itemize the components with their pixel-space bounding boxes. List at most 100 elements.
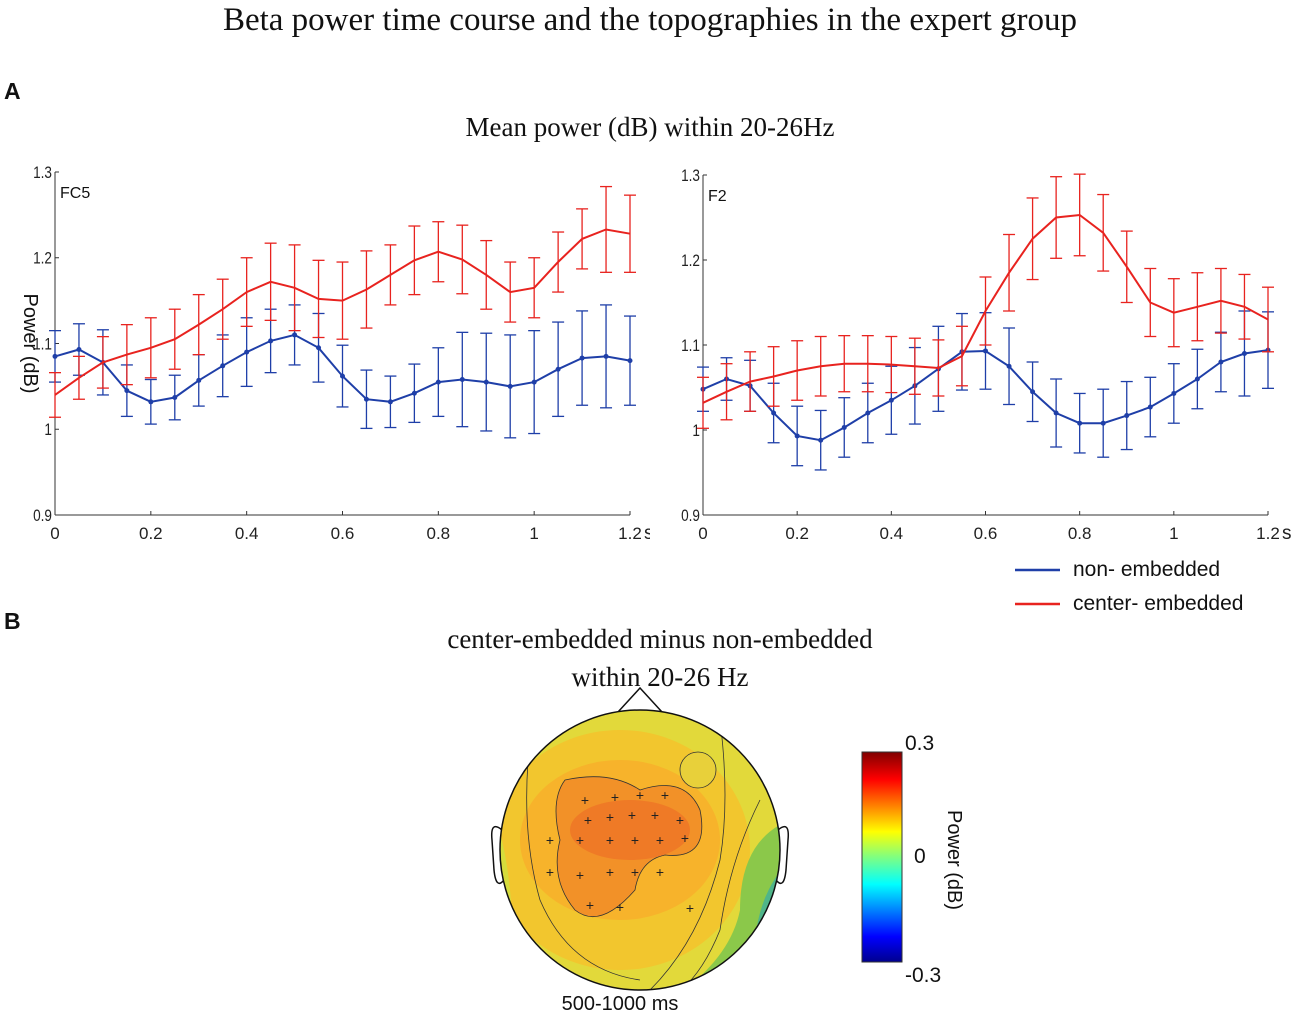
- figure-title: Beta power time course and the topograph…: [222, 2, 1078, 38]
- y-tick-label: 1.1: [681, 337, 700, 356]
- electrode-marker: +: [628, 807, 636, 823]
- y-axis-label: Power (dB): [19, 293, 41, 393]
- colorbar: 0.3 0 -0.3 Power (dB): [861, 732, 965, 987]
- data-point: [841, 424, 847, 430]
- electrode-marker: +: [546, 864, 554, 880]
- data-point: [52, 353, 58, 359]
- data-point: [220, 363, 226, 369]
- y-tick-label: 0.9: [33, 507, 52, 526]
- data-point: [1171, 390, 1177, 396]
- y-tick-label: 1: [692, 422, 700, 441]
- x-tick-label: 0.8: [1068, 524, 1092, 543]
- panel-b-label: B: [4, 608, 21, 634]
- colorbar-gradient: [861, 751, 903, 963]
- y-tick-label: 1.2: [33, 249, 52, 268]
- data-point: [196, 377, 202, 383]
- electrode-marker: +: [686, 900, 694, 916]
- series-line-centerembedded: [702, 213, 1269, 404]
- colorbar-mid-label: 0: [914, 845, 926, 868]
- x-tick-label: 0.4: [880, 524, 904, 543]
- x-tick-label: 1.2: [1256, 524, 1280, 543]
- x-axis-label: s: [644, 523, 650, 544]
- x-tick-label: 0.2: [785, 524, 809, 543]
- data-point: [435, 379, 441, 385]
- colorbar-max-label: 0.3: [905, 732, 934, 755]
- x-tick-label: 0.6: [331, 524, 355, 543]
- y-tick-label: 1.1: [33, 335, 52, 354]
- head-nose: [617, 686, 663, 713]
- x-tick-label: 1: [529, 524, 538, 543]
- electrode-markers: + + + ++ + + + ++ + + + + ++ + + + ++ + +: [546, 787, 694, 916]
- data-point: [603, 353, 609, 359]
- x-tick-label: 1: [1169, 524, 1178, 543]
- x-tick-label: 0.2: [139, 524, 163, 543]
- data-point: [363, 396, 369, 402]
- data-point: [340, 373, 345, 379]
- data-point: [627, 358, 633, 364]
- data-point: [1194, 376, 1200, 382]
- data-point: [794, 433, 800, 439]
- data-point: [1124, 413, 1130, 419]
- data-point: [818, 437, 824, 443]
- electrode-marker: +: [586, 897, 594, 913]
- data-point: [579, 355, 585, 361]
- f2-line-chart: 0.911.11.21.30 0.2 0.4 0.6 0.8 1 1.2 sF2: [681, 167, 1292, 544]
- data-point: [1053, 410, 1059, 416]
- y-tick-label: 1.3: [681, 167, 700, 186]
- electrode-marker: +: [581, 792, 589, 808]
- electrode-marker: +: [546, 832, 554, 848]
- electrode-marker: +: [631, 864, 639, 880]
- electrode-marker: +: [576, 832, 584, 848]
- chart-title: FC5: [60, 185, 90, 202]
- electrode-marker: +: [656, 832, 664, 848]
- y-tick-label: 0.9: [681, 507, 700, 526]
- electrode-marker: +: [606, 864, 614, 880]
- x-tick-label: 0.6: [974, 524, 998, 543]
- data-point: [148, 399, 154, 405]
- data-point: [387, 399, 393, 405]
- chart-title: F2: [708, 188, 727, 205]
- x-tick-label: 0.8: [427, 524, 451, 543]
- data-point: [268, 338, 274, 344]
- data-point: [983, 348, 988, 354]
- data-point: [316, 345, 322, 351]
- electrode-marker: +: [606, 832, 614, 848]
- series-line-centerembedded: [54, 228, 631, 396]
- legend-label-non-embedded: non- embedded: [1073, 558, 1220, 581]
- legend-label-center-embedded: center- embedded: [1073, 592, 1243, 615]
- data-point: [172, 395, 178, 401]
- data-point: [124, 388, 130, 394]
- electrode-marker: +: [606, 809, 614, 825]
- data-point: [1030, 389, 1036, 395]
- panel-a-label: A: [4, 78, 21, 104]
- electrode-marker: +: [661, 787, 669, 803]
- data-point: [483, 379, 489, 385]
- legend: non- embedded center- embedded: [1015, 558, 1243, 615]
- data-point: [1241, 351, 1247, 356]
- x-tick-label: 0.4: [235, 524, 259, 543]
- y-tick-label: 1.2: [681, 252, 700, 271]
- electrode-marker: +: [616, 899, 624, 915]
- electrode-marker: +: [676, 812, 684, 828]
- y-tick-label: 1: [44, 421, 52, 440]
- y-tick-label: 1.3: [33, 164, 52, 183]
- data-point: [555, 366, 561, 372]
- x-tick-label: 0: [50, 524, 59, 543]
- electrode-marker: +: [636, 787, 644, 803]
- topography-map: + + + ++ + + + ++ + + + + ++ + + + ++ + +: [490, 686, 790, 991]
- data-point: [459, 377, 465, 383]
- electrode-marker: +: [651, 807, 659, 823]
- data-point: [292, 332, 298, 338]
- x-axis-label: s: [1282, 523, 1292, 544]
- electrode-marker: +: [611, 789, 619, 805]
- data-point: [1218, 359, 1224, 365]
- fc5-line-chart: 0.911.11.21.30 0.2 0.4 0.6 0.8 1 1.2 sFC5Power …: [19, 164, 650, 544]
- x-tick-label: 0: [698, 524, 707, 543]
- colorbar-min-label: -0.3: [905, 964, 941, 987]
- electrode-marker: +: [631, 832, 639, 848]
- topography-title: center-embedded minus non-embedded withi…: [360, 620, 960, 696]
- topography-time-window: 500-1000 ms: [561, 993, 679, 1015]
- data-point: [1100, 420, 1106, 426]
- data-point: [76, 347, 82, 353]
- data-point: [1077, 420, 1083, 426]
